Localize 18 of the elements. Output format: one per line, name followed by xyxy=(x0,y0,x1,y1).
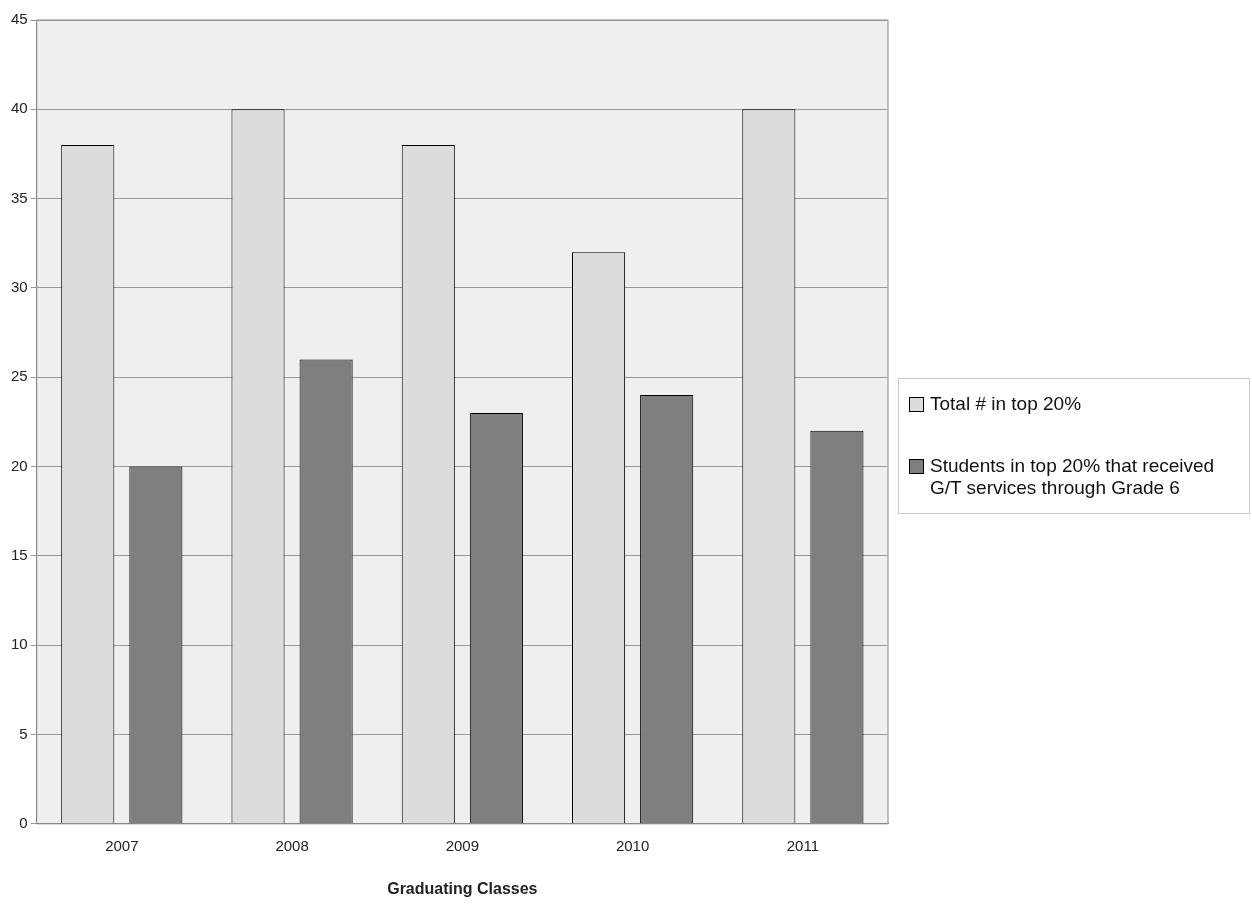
x-tick-label: 2011 xyxy=(786,836,819,854)
legend-label: Students in top 20% that received G/T services through Grade 6 xyxy=(930,455,1216,499)
y-tick-label: 25 xyxy=(11,367,28,385)
y-tick-label: 5 xyxy=(19,724,28,742)
x-tick-label: 2007 xyxy=(105,836,139,854)
y-tick-label: 45 xyxy=(11,10,28,28)
y-tick-label: 0 xyxy=(19,813,28,831)
y-tick-label: 30 xyxy=(11,278,28,296)
y-tick-label: 15 xyxy=(11,546,28,564)
y-tick-label: 40 xyxy=(11,99,28,117)
legend-label: Total # in top 20% xyxy=(930,393,1082,415)
x-tick-label: 2008 xyxy=(275,836,309,854)
x-tick-label: 2010 xyxy=(615,836,650,854)
x-axis-title: Graduating Classes xyxy=(387,879,538,897)
y-tick-label: 20 xyxy=(11,456,28,474)
x-tick-label: 2009 xyxy=(445,836,480,854)
y-tick-label: 10 xyxy=(11,635,28,653)
y-tick-label: 35 xyxy=(11,188,28,206)
